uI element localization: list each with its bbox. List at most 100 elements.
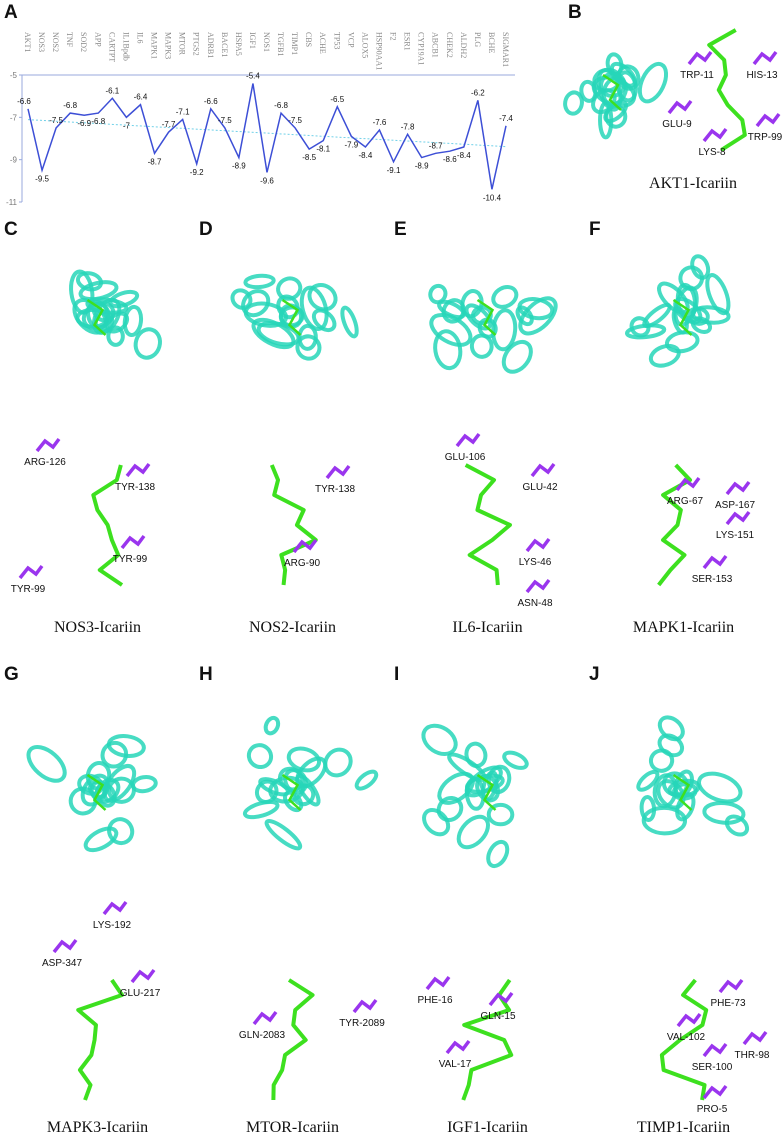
- panel-caption: NOS3-Icariin: [54, 619, 141, 636]
- residue-label: TYR-99: [11, 584, 46, 595]
- residue: [252, 1010, 278, 1026]
- residue-label: HIS-13: [746, 70, 778, 81]
- panel: PHE-16 GLN-15 VAL-17 I IGF1-Icariin: [394, 664, 529, 1136]
- panel-letter: E: [394, 219, 407, 240]
- protein-ribbon: [486, 802, 515, 827]
- protein-ribbon: [477, 317, 498, 339]
- panel-caption: MAPK1-Icariin: [633, 619, 734, 636]
- panel-letter: A: [4, 2, 18, 23]
- protein-ribbon: [648, 343, 681, 368]
- residue-label: ASP-167: [715, 500, 755, 511]
- x-tick-label: NOS3: [37, 32, 46, 52]
- ligand-detail: [707, 28, 747, 152]
- residue-label: GLU-217: [120, 988, 161, 999]
- protein-ribbon: [107, 776, 136, 804]
- protein-ribbon: [242, 799, 280, 820]
- residue: [687, 50, 713, 66]
- x-tick-label: NOS1: [262, 32, 271, 52]
- ligand: [476, 298, 497, 336]
- panel-letter: I: [394, 664, 399, 685]
- panel: TRP-11 HIS-13 GLU-9 LYS-8 TRP-99 B AKT1-Icarii…: [563, 2, 782, 192]
- ligand: [602, 73, 622, 111]
- value-label: -8.9: [415, 162, 429, 171]
- residue: [755, 112, 781, 128]
- x-tick-label: PLG: [473, 32, 482, 47]
- value-label: -8.7: [148, 157, 162, 166]
- residue-label: TYR-99: [113, 554, 148, 565]
- protein-ribbon: [258, 777, 290, 797]
- panel-letter: B: [568, 2, 582, 23]
- protein-ribbon: [491, 308, 518, 352]
- protein-ribbon: [437, 771, 475, 805]
- protein-ribbon: [456, 814, 490, 850]
- line: [27, 83, 507, 190]
- x-tick-label: ALOX5: [360, 32, 369, 58]
- residue: [525, 537, 551, 553]
- protein-ribbon: [323, 747, 353, 778]
- protein-ribbon: [122, 304, 144, 338]
- value-label: -10.4: [483, 193, 502, 202]
- residue: [325, 464, 351, 480]
- residue: [525, 578, 551, 594]
- residue-label: THR-98: [734, 1050, 769, 1061]
- protein-ribbon: [657, 715, 685, 742]
- y-tick-label: -11: [6, 198, 18, 207]
- residue-label: TRP-99: [748, 132, 782, 143]
- protein-ribbon: [297, 323, 318, 351]
- protein-ribbon: [636, 769, 660, 792]
- residue: [125, 462, 151, 478]
- residue-label: TYR-2089: [339, 1018, 385, 1029]
- protein-ribbon: [690, 254, 711, 280]
- panel: LYS-192 ASP-347 GLU-217 G MAPK3-Icariin: [4, 664, 161, 1136]
- value-label: -8.5: [302, 153, 316, 162]
- protein-ribbon: [599, 71, 627, 99]
- protein-ribbon: [340, 305, 359, 339]
- residue-label: PRO-5: [697, 1104, 728, 1115]
- x-tick-label: CHEK2: [445, 32, 454, 58]
- panel-caption: MAPK3-Icariin: [47, 1119, 148, 1136]
- ligand-detail: [659, 978, 709, 1101]
- x-tick-label: BCHE: [487, 32, 496, 53]
- x-tick-label: ADRB1: [206, 32, 215, 58]
- panel: GLU-106 GLU-42 LYS-46 ASN-48 E IL6-Icariin: [394, 219, 558, 636]
- x-tick-label: ACHE: [318, 32, 327, 54]
- protein-ribbon: [591, 88, 617, 115]
- protein-ribbon: [464, 303, 493, 331]
- protein-ribbon: [518, 296, 558, 336]
- panel-letter: H: [199, 664, 213, 685]
- value-label: -8.6: [443, 155, 457, 164]
- x-tick-label: TP53: [332, 32, 341, 49]
- x-tick-label: IGF1: [248, 32, 257, 49]
- protein-ribbon: [264, 818, 303, 851]
- value-label: -9.5: [35, 174, 49, 183]
- value-label: -7.5: [49, 116, 63, 125]
- residue: [445, 1039, 471, 1055]
- panel: TYR-138 ARG-90 D NOS2-Icariin: [199, 219, 359, 636]
- protein-ribbon: [107, 817, 135, 846]
- value-label: -7.4: [499, 114, 513, 123]
- residue: [488, 991, 514, 1007]
- protein-ribbon: [295, 774, 321, 807]
- panel-letter: G: [4, 664, 19, 685]
- residue: [425, 975, 451, 991]
- ligand-detail: [76, 978, 125, 1101]
- protein-ribbon: [133, 327, 162, 360]
- residue-label: VAL-102: [667, 1032, 706, 1043]
- panel-letter: C: [4, 219, 18, 240]
- ligand: [672, 298, 693, 336]
- residue-label: VAL-17: [439, 1059, 472, 1070]
- protein-ribbon: [563, 90, 584, 116]
- protein-ribbon: [441, 298, 466, 324]
- protein-ribbon: [469, 333, 494, 359]
- protein-ribbon: [75, 271, 104, 292]
- value-label: -7.5: [218, 116, 232, 125]
- ligand-detail: [269, 464, 318, 586]
- value-label: -7: [123, 121, 131, 130]
- panel-caption: TIMP1-Icariin: [637, 1119, 730, 1136]
- value-label: -9.2: [190, 168, 204, 177]
- residue-label: GLN-2083: [239, 1030, 286, 1041]
- x-tick-label: NOS2: [51, 32, 60, 52]
- protein-ribbon: [501, 339, 533, 374]
- residue-label: SER-153: [692, 574, 733, 585]
- residue: [742, 1030, 768, 1046]
